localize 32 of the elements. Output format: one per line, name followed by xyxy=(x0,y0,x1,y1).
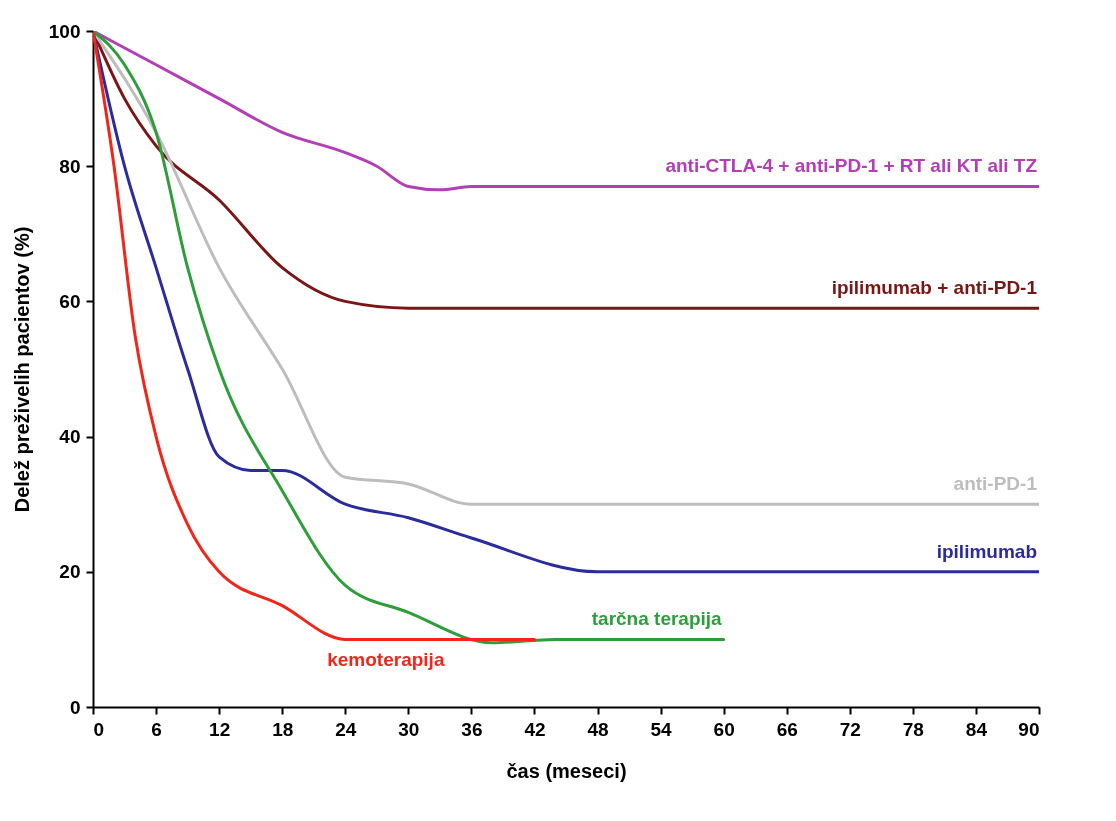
x-tick-label: 84 xyxy=(965,718,988,740)
x-tick-label: 72 xyxy=(839,718,861,740)
y-tick-label: 40 xyxy=(59,426,81,448)
x-tick-label: 60 xyxy=(713,718,735,740)
y-tick-label: 60 xyxy=(59,290,81,312)
x-tick-label: 90 xyxy=(1018,718,1040,740)
x-tick-label: 0 xyxy=(93,718,105,740)
x-tick-label: 30 xyxy=(398,718,420,740)
series-label: kemoterapija xyxy=(327,649,445,671)
x-tick-label: 24 xyxy=(335,718,357,740)
y-tick-label: 20 xyxy=(59,561,81,583)
series-label: anti-CTLA-4 + anti-PD-1 + RT ali KT ali TZ xyxy=(665,155,1038,177)
y-tick-label: 0 xyxy=(69,696,81,718)
y-axis-title: Delež preživelih pacientov (%) xyxy=(10,226,33,513)
series-label: ipilimumab xyxy=(936,540,1037,562)
x-tick-label: 18 xyxy=(272,718,294,740)
series-label: anti-PD-1 xyxy=(953,473,1038,495)
line-series xyxy=(93,31,1039,192)
line-series xyxy=(93,31,536,641)
y-tick-label: 100 xyxy=(48,20,81,42)
x-tick-label: 12 xyxy=(209,718,231,740)
series-label: tarčna terapija xyxy=(591,608,723,630)
x-axis-title: čas (meseci) xyxy=(506,759,627,782)
x-tick-label: 36 xyxy=(461,718,483,740)
x-tick-label: 48 xyxy=(587,718,609,740)
x-tick-label: 6 xyxy=(151,718,162,740)
x-tick-label: 42 xyxy=(524,718,546,740)
x-tick-label: 54 xyxy=(650,718,673,740)
y-tick-label: 80 xyxy=(59,155,81,177)
x-tick-label: 66 xyxy=(776,718,798,740)
x-tick-label: 78 xyxy=(902,718,924,740)
series-label: ipilimumab + anti-PD-1 xyxy=(831,277,1038,299)
